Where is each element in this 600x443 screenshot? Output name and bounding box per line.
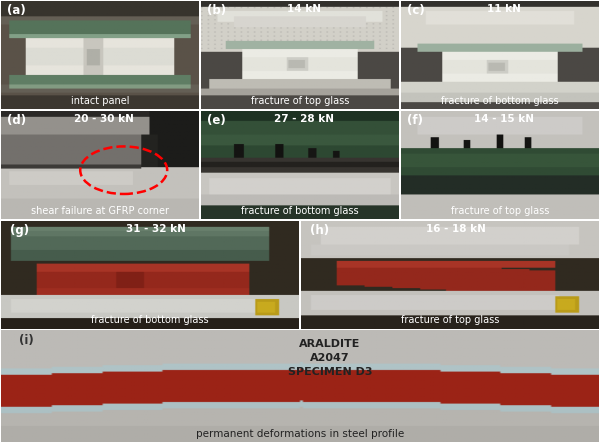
Text: (i): (i) [19,334,34,347]
Text: permanent deformations in steel profile: permanent deformations in steel profile [196,429,404,439]
Text: intact panel: intact panel [71,96,129,106]
Text: (b): (b) [207,4,226,17]
Text: shear failure at GFRP corner: shear failure at GFRP corner [31,206,169,216]
Text: (g): (g) [10,224,29,237]
Text: fracture of top glass: fracture of top glass [251,96,349,106]
Text: 20 - 30 kN: 20 - 30 kN [74,114,134,124]
Text: 27 - 28 kN: 27 - 28 kN [274,114,334,124]
Text: (c): (c) [407,4,425,17]
Text: 11 kN: 11 kN [487,4,521,14]
Text: 31 - 32 kN: 31 - 32 kN [126,224,186,234]
Text: ARALDITE
A2047
SPECIMEN D3: ARALDITE A2047 SPECIMEN D3 [287,339,372,377]
Text: (h): (h) [310,224,329,237]
Text: fracture of top glass: fracture of top glass [401,315,499,326]
Text: fracture of bottom glass: fracture of bottom glass [441,96,559,106]
Text: (a): (a) [7,4,26,17]
Text: 14 kN: 14 kN [287,4,321,14]
Text: fracture of top glass: fracture of top glass [451,206,549,216]
Text: (f): (f) [407,114,423,127]
Text: (d): (d) [7,114,26,127]
Text: (e): (e) [207,114,226,127]
Text: fracture of bottom glass: fracture of bottom glass [91,315,209,326]
Text: 14 - 15 kN: 14 - 15 kN [474,114,534,124]
Text: 16 - 18 kN: 16 - 18 kN [426,224,486,234]
Text: fracture of bottom glass: fracture of bottom glass [241,206,359,216]
